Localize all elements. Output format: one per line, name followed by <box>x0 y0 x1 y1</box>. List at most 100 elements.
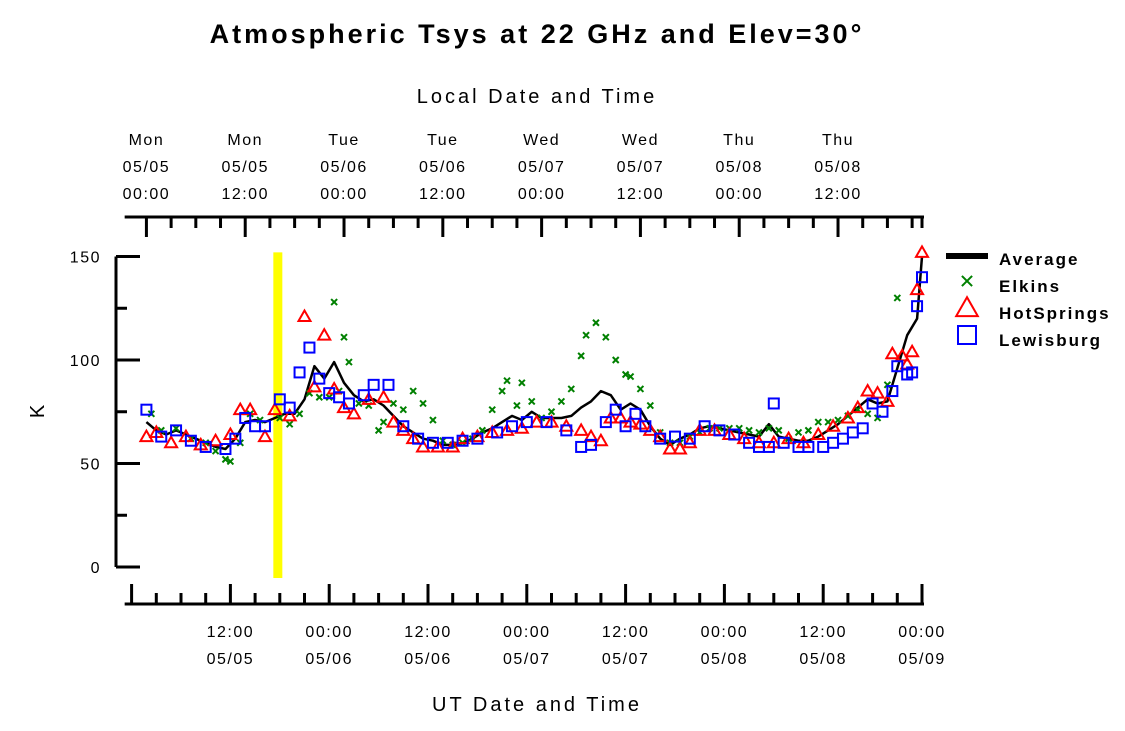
lewisburg-point <box>520 416 533 429</box>
lewisburg-point <box>767 397 780 410</box>
hotsprings-point <box>385 414 402 428</box>
lewisburg-point <box>184 434 197 447</box>
x-stroke <box>379 418 388 426</box>
top-tick-label: Thu <box>723 132 755 149</box>
lewisburg-point <box>827 436 840 449</box>
lewisburg-point <box>367 378 380 391</box>
hotsprings-point <box>810 426 826 441</box>
lewisburg-point <box>219 443 232 456</box>
hotsprings-point <box>825 418 841 432</box>
lewisburg-point <box>313 372 326 385</box>
x-stroke <box>513 401 521 410</box>
top-tick-label: 00:00 <box>518 186 566 203</box>
top-tick-label: 05/06 <box>419 159 467 176</box>
elkins-point <box>503 376 511 385</box>
elkins-point <box>315 393 324 401</box>
x-stroke <box>528 397 536 406</box>
x-stroke <box>498 387 506 395</box>
hotsprings-point <box>593 432 609 447</box>
lewisburg-point <box>441 436 454 449</box>
x-stroke <box>503 376 511 385</box>
hotsprings-point <box>336 399 352 414</box>
x-stroke <box>602 333 610 341</box>
top-tick-label: 05/05 <box>221 159 269 176</box>
elkins-point <box>592 319 600 327</box>
legend-entry-hotsprings: HotSprings <box>954 295 1109 323</box>
lewisburg-point <box>397 420 410 433</box>
x-stroke <box>612 356 620 364</box>
hotsprings-point <box>163 434 179 449</box>
x-stroke <box>621 370 630 379</box>
hotsprings-point <box>454 430 471 445</box>
bottom-tick-label: 05/08 <box>799 651 847 668</box>
top-tick-label: 12:00 <box>814 186 862 203</box>
lewisburg-point <box>762 440 775 453</box>
x-axis-label: UT Date and Time <box>432 694 642 716</box>
legend-label: Elkins <box>999 277 1061 296</box>
hotsprings-point <box>859 383 876 397</box>
top-tick-label: 00:00 <box>123 186 171 203</box>
top-tick-label: 12:00 <box>419 186 467 203</box>
hotsprings-point <box>840 409 856 424</box>
bottom-tick-label: 12:00 <box>602 624 650 641</box>
lewisburg-series <box>140 271 928 456</box>
elkins-point <box>567 385 575 393</box>
lewisburg-point <box>713 424 726 437</box>
hotsprings-point <box>267 401 283 416</box>
bottom-tick-label: 05/07 <box>602 651 650 668</box>
x-stroke <box>745 426 753 435</box>
bottom-tick-label: 12:00 <box>799 624 847 641</box>
hotsprings-point <box>573 422 589 436</box>
elkins-point <box>488 405 496 414</box>
lewisburg-point <box>802 440 815 453</box>
top-tick-label: 12:00 <box>221 186 269 203</box>
x-stroke <box>961 275 973 287</box>
x-stroke <box>883 381 892 389</box>
elkins-point <box>498 387 506 395</box>
lewisburg-point <box>303 341 316 354</box>
bottom-tick-label: 12:00 <box>207 624 255 641</box>
hotsprings-point <box>469 428 486 443</box>
elkins-point <box>646 401 655 410</box>
x-stroke <box>804 426 813 435</box>
hotsprings-point <box>583 428 599 443</box>
x-stroke <box>221 455 230 464</box>
elkins-point <box>226 457 235 466</box>
lewisburg-point <box>199 440 212 453</box>
x-stroke <box>340 333 348 341</box>
x-stroke <box>646 401 655 410</box>
hotsprings-point <box>884 345 901 360</box>
legend-label: Average <box>999 250 1079 269</box>
elkins-point <box>379 418 388 426</box>
hotsprings-point <box>415 438 431 453</box>
top-tick-label: Tue <box>427 132 458 149</box>
legend-entry-lewisburg: Lewisburg <box>957 325 1100 350</box>
top-tick-label: Tue <box>328 132 359 149</box>
lewisburg-point <box>906 366 919 379</box>
x-stroke <box>765 424 773 433</box>
top-tick-label: Mon <box>129 132 165 149</box>
bottom-tick-label: 05/06 <box>404 651 452 668</box>
hotsprings-point <box>346 405 362 420</box>
hotsprings-point <box>360 391 377 405</box>
x-stroke <box>636 385 645 393</box>
elkins-point <box>636 385 645 393</box>
hotsprings-point <box>138 428 155 443</box>
bottom-tick-label: 12:00 <box>404 624 452 641</box>
lewisburg-point <box>911 300 924 313</box>
lewisburg-point <box>293 366 306 379</box>
elkins-point <box>409 387 417 395</box>
x-stroke <box>814 418 822 426</box>
lewisburg-point <box>683 432 696 445</box>
top-tick-label: 05/06 <box>320 159 368 176</box>
lewisburg-point <box>170 424 183 437</box>
x-stroke <box>429 416 437 424</box>
x-stroke <box>557 397 566 406</box>
top-tick-label: Wed <box>622 132 659 149</box>
lewisburg-point <box>585 438 598 451</box>
hotsprings-point <box>662 440 678 455</box>
elkins-point <box>755 428 763 437</box>
elkins-point <box>612 356 620 364</box>
y-tick-label: 50 <box>80 457 101 474</box>
